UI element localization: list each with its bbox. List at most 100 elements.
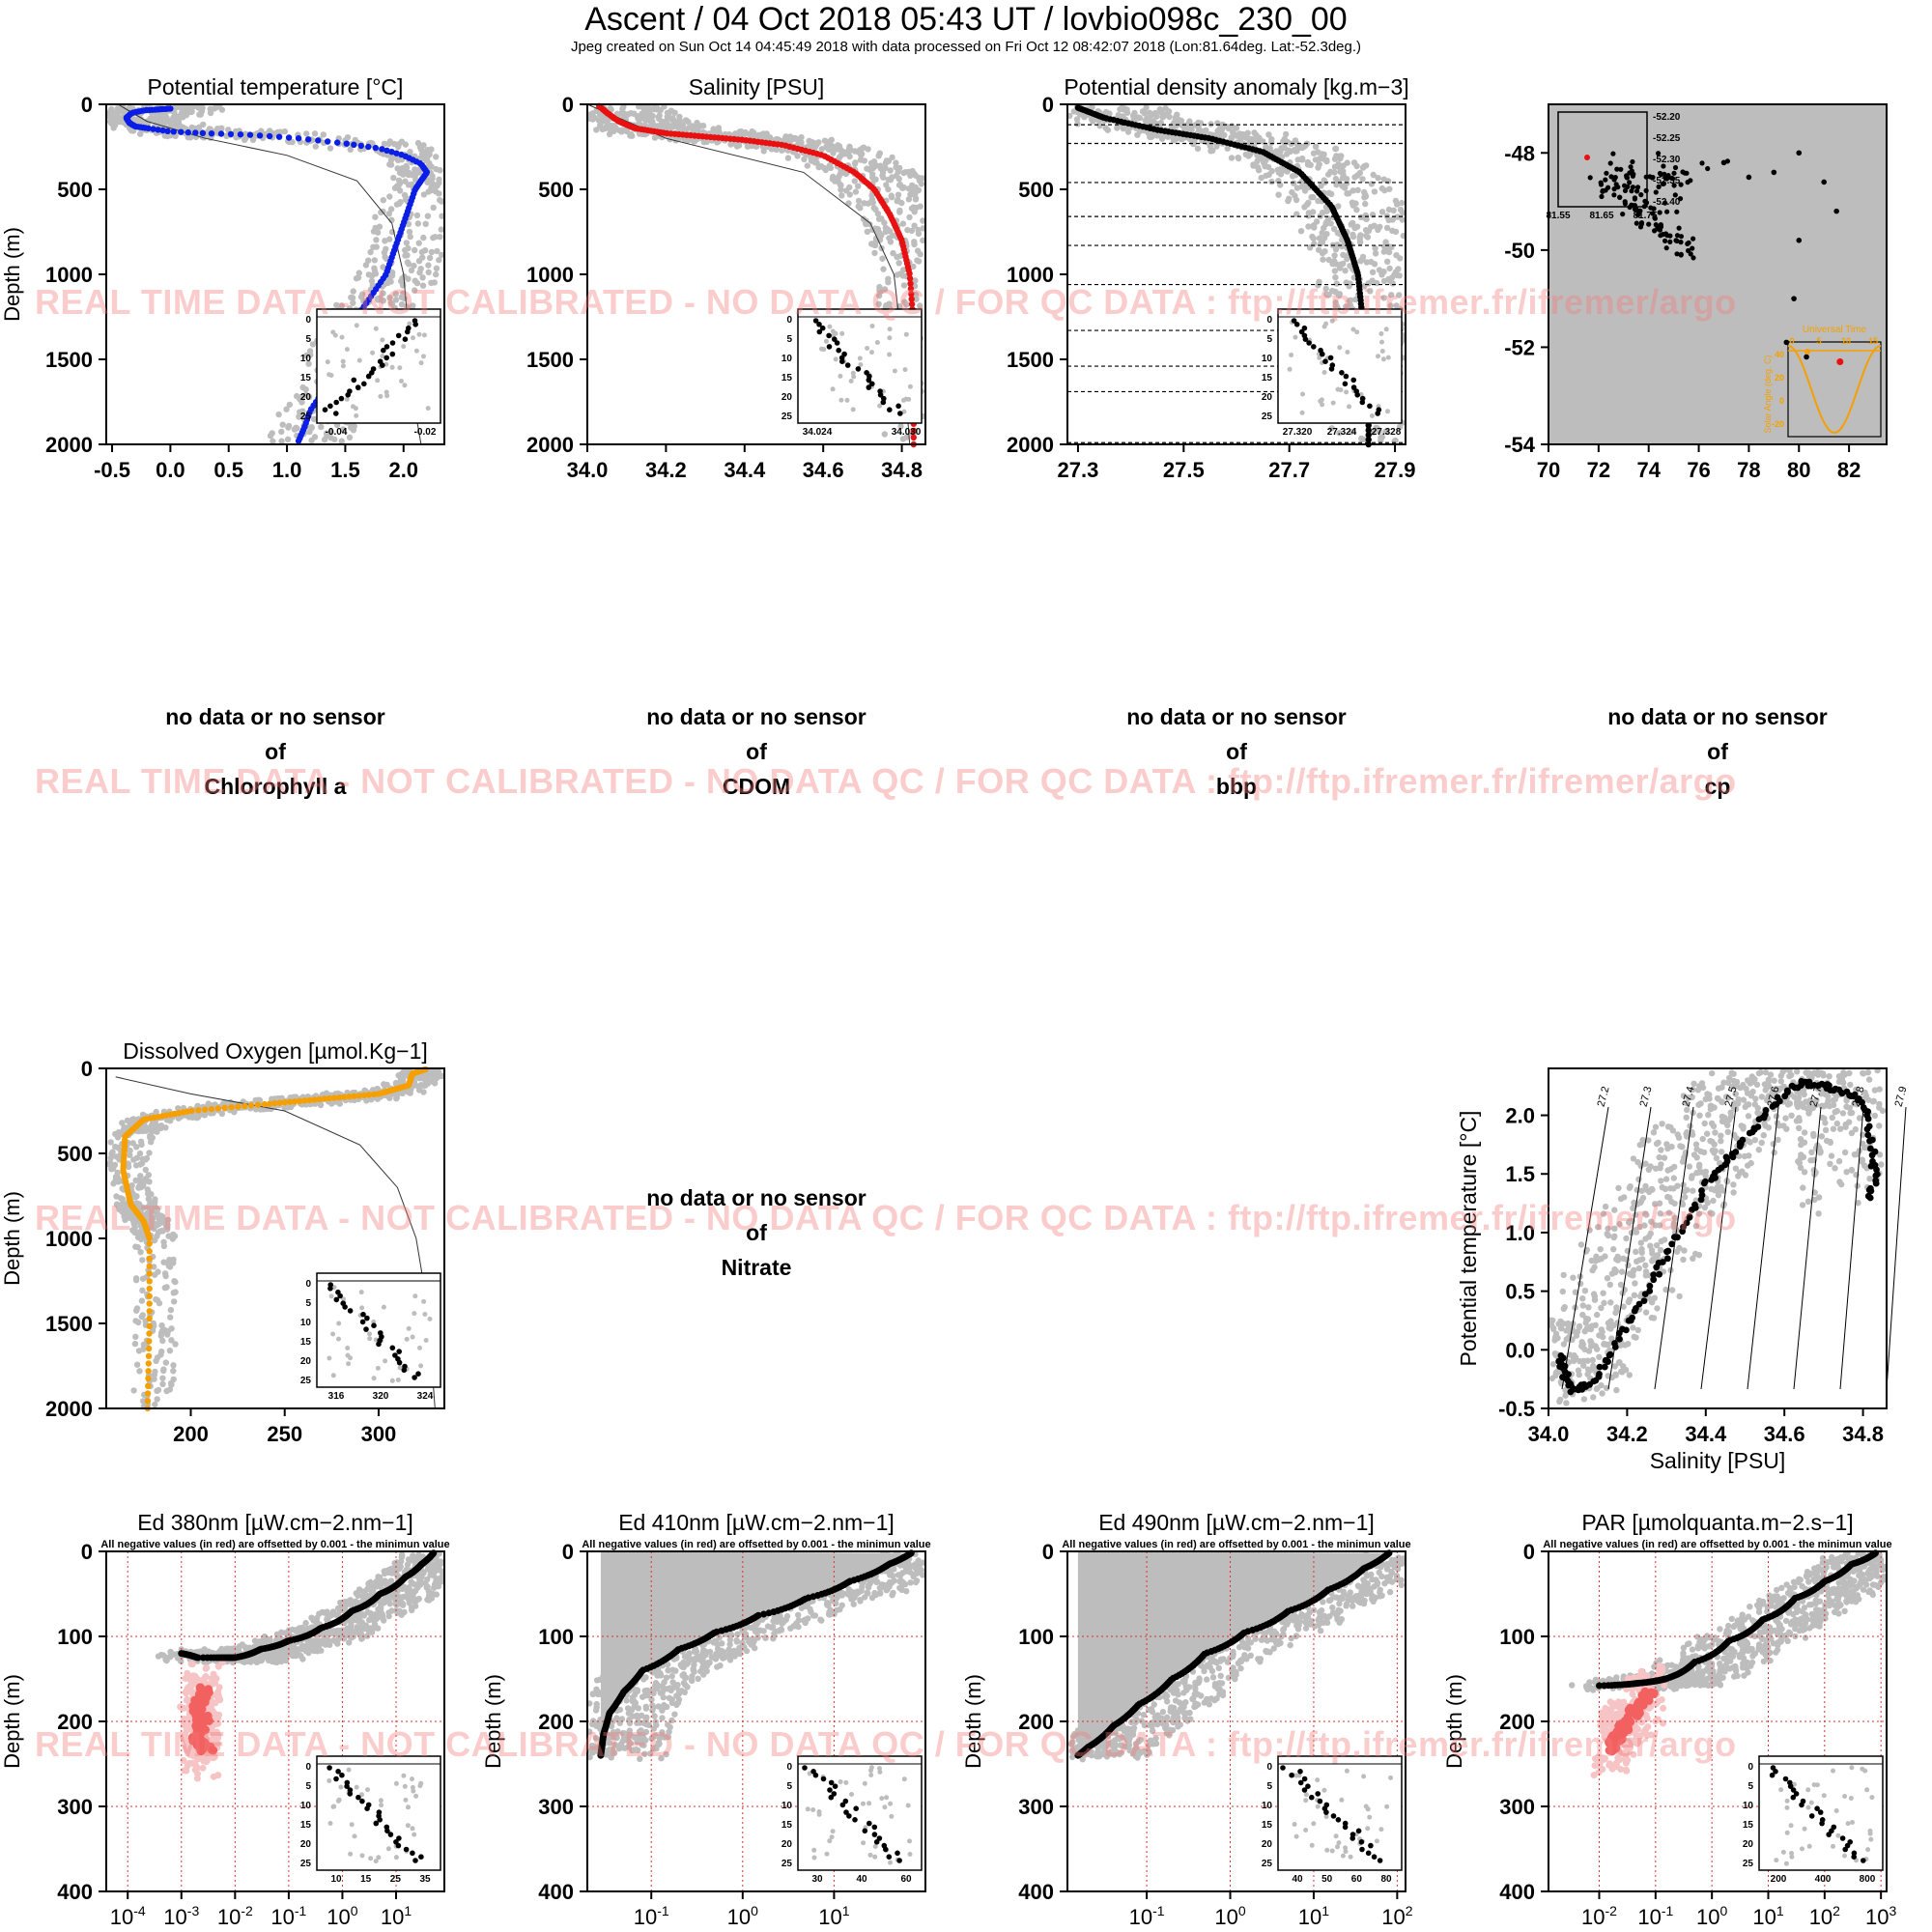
inset-history-point bbox=[380, 354, 385, 359]
history-point bbox=[1657, 1222, 1663, 1229]
profile-point bbox=[906, 270, 913, 277]
history-point bbox=[1639, 1256, 1646, 1263]
history-point bbox=[407, 149, 413, 156]
inset-history-point bbox=[327, 1355, 332, 1361]
history-point bbox=[359, 291, 366, 298]
profile-point bbox=[146, 1308, 153, 1315]
inset-history-point bbox=[407, 321, 412, 327]
history-point bbox=[132, 1243, 139, 1250]
history-point bbox=[1381, 243, 1388, 250]
inset-history-point bbox=[1385, 409, 1390, 414]
inset-history-point bbox=[844, 397, 850, 403]
trajectory-point bbox=[1643, 187, 1649, 193]
history-point bbox=[305, 360, 312, 367]
history-point bbox=[138, 1141, 145, 1149]
inset-history-point bbox=[344, 396, 350, 402]
history-point bbox=[1718, 1149, 1725, 1155]
history-point bbox=[875, 292, 883, 299]
history-point bbox=[146, 1150, 153, 1156]
history-point bbox=[437, 197, 443, 204]
profile-point bbox=[146, 1330, 153, 1337]
chart-title: Dissolved Oxygen [µmol.Kg−1] bbox=[123, 1038, 428, 1064]
history-point bbox=[838, 186, 844, 193]
inset-history-point bbox=[328, 1293, 334, 1299]
history-point bbox=[818, 163, 825, 170]
history-point bbox=[172, 103, 179, 110]
inset-point bbox=[333, 411, 339, 416]
history-point bbox=[161, 1270, 169, 1277]
history-point bbox=[136, 1150, 144, 1157]
history-point bbox=[144, 1210, 152, 1217]
history-point bbox=[373, 237, 380, 243]
history-point bbox=[1682, 1194, 1689, 1201]
inset-history-point bbox=[906, 396, 912, 402]
history-point bbox=[1718, 1132, 1724, 1139]
history-point bbox=[1645, 1137, 1652, 1144]
inset-history-point bbox=[1345, 350, 1350, 355]
trajectory-point bbox=[1627, 180, 1633, 185]
history-point bbox=[635, 115, 641, 123]
history-point bbox=[172, 1278, 179, 1286]
history-point bbox=[1153, 113, 1160, 120]
history-point bbox=[439, 251, 445, 259]
inset-point bbox=[1298, 328, 1305, 335]
history-point bbox=[132, 1194, 139, 1201]
history-point bbox=[171, 1298, 178, 1305]
trajectory-point bbox=[1672, 164, 1679, 171]
history-point bbox=[419, 254, 426, 261]
history-point bbox=[619, 127, 626, 133]
history-point bbox=[896, 181, 904, 188]
profile-point bbox=[325, 138, 331, 145]
inset-history-point bbox=[858, 362, 864, 367]
profile-point bbox=[1365, 422, 1372, 429]
history-point bbox=[114, 1169, 121, 1177]
profile-point bbox=[295, 438, 302, 444]
history-point bbox=[419, 274, 426, 281]
profile-point bbox=[281, 1099, 288, 1106]
history-point bbox=[397, 199, 404, 206]
inset-point bbox=[877, 392, 884, 398]
history-point bbox=[109, 119, 116, 126]
history-point bbox=[1195, 125, 1203, 131]
inset-y-tick-label: 5 bbox=[305, 1298, 311, 1309]
trajectory-point bbox=[1634, 188, 1640, 194]
history-point bbox=[207, 109, 214, 117]
inset-history-point bbox=[330, 1373, 336, 1378]
inset-history-point bbox=[378, 393, 384, 399]
profile-point bbox=[202, 1106, 209, 1113]
inset-point bbox=[333, 399, 339, 406]
history-point bbox=[340, 426, 347, 433]
history-point bbox=[436, 257, 442, 264]
history-point bbox=[1351, 174, 1358, 181]
profile-point bbox=[208, 130, 215, 137]
history-point bbox=[1713, 1154, 1720, 1162]
history-point bbox=[846, 143, 853, 150]
history-point bbox=[1344, 190, 1350, 197]
history-point bbox=[1380, 277, 1388, 285]
history-point bbox=[1617, 1281, 1625, 1289]
profile-point bbox=[296, 1097, 303, 1104]
inset-history-point bbox=[1337, 345, 1343, 351]
inset-history-point bbox=[344, 347, 350, 353]
history-point bbox=[1770, 1141, 1776, 1148]
profile-point bbox=[311, 1096, 318, 1103]
history-point bbox=[382, 238, 388, 244]
inset-history-point bbox=[1300, 391, 1305, 397]
zoom-x-label: 81.65 bbox=[1589, 211, 1613, 221]
trajectory-point bbox=[1630, 173, 1635, 179]
inset-point bbox=[322, 407, 328, 413]
inset-point bbox=[389, 351, 396, 357]
history-point bbox=[298, 399, 305, 406]
x-tick-label: 34.8 bbox=[881, 458, 923, 482]
history-point bbox=[1709, 1069, 1716, 1077]
inset-point bbox=[355, 384, 361, 390]
history-point bbox=[887, 239, 895, 245]
history-point bbox=[1692, 1141, 1700, 1148]
inset-point bbox=[342, 1304, 348, 1310]
inset-history-point bbox=[839, 330, 845, 336]
inset-history-point bbox=[336, 1321, 342, 1326]
inset-x-tick-label: 27.320 bbox=[1283, 427, 1313, 438]
history-point bbox=[349, 295, 356, 301]
